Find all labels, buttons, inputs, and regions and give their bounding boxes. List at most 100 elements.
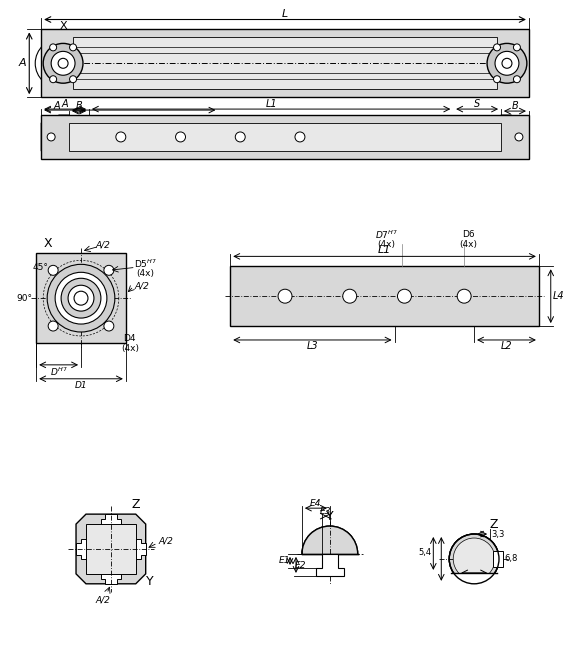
Ellipse shape [489, 44, 497, 51]
Circle shape [494, 76, 501, 83]
Text: A: A [62, 99, 69, 109]
Circle shape [43, 43, 83, 83]
Circle shape [116, 132, 126, 142]
Text: X: X [59, 21, 67, 31]
Text: E4: E4 [310, 498, 322, 508]
Ellipse shape [489, 76, 497, 83]
Polygon shape [133, 539, 146, 559]
Text: A/2: A/2 [134, 282, 149, 291]
Text: L3: L3 [307, 341, 318, 351]
Polygon shape [101, 571, 121, 584]
Circle shape [68, 285, 94, 311]
Text: (4x): (4x) [459, 240, 477, 249]
Circle shape [398, 289, 411, 303]
Circle shape [70, 44, 76, 51]
Polygon shape [86, 524, 136, 574]
Circle shape [104, 321, 114, 331]
Circle shape [495, 52, 519, 75]
Text: D1: D1 [74, 381, 87, 390]
Polygon shape [230, 266, 539, 326]
Text: D5$^{H7}$: D5$^{H7}$ [134, 257, 157, 270]
Polygon shape [449, 573, 499, 597]
Text: Y: Y [326, 510, 333, 522]
Circle shape [47, 133, 55, 141]
Text: (4x): (4x) [121, 345, 139, 353]
Text: E1: E1 [278, 557, 290, 565]
Text: L: L [282, 9, 288, 19]
Circle shape [48, 321, 58, 331]
Polygon shape [41, 29, 529, 97]
Circle shape [61, 278, 101, 318]
Text: $D7^{H7}$: $D7^{H7}$ [375, 228, 398, 241]
Circle shape [176, 132, 186, 142]
Polygon shape [36, 254, 126, 343]
Circle shape [449, 534, 499, 584]
Text: L2: L2 [501, 341, 512, 351]
Circle shape [47, 264, 115, 332]
Polygon shape [493, 551, 503, 567]
Text: S: S [474, 99, 480, 109]
Circle shape [457, 289, 471, 303]
Circle shape [295, 132, 305, 142]
Polygon shape [501, 115, 529, 159]
Circle shape [278, 289, 292, 303]
Text: Z: Z [490, 518, 498, 531]
Text: L1: L1 [378, 246, 391, 256]
Text: A/2: A/2 [95, 595, 111, 604]
Ellipse shape [73, 44, 81, 51]
Circle shape [343, 289, 357, 303]
Text: Y: Y [146, 575, 154, 588]
Polygon shape [76, 514, 146, 584]
Text: L4: L4 [553, 291, 565, 301]
Circle shape [449, 534, 499, 584]
Circle shape [55, 272, 107, 324]
Text: Z: Z [132, 498, 140, 510]
Circle shape [513, 76, 520, 83]
Text: B: B [512, 101, 519, 111]
Text: 5,4: 5,4 [419, 549, 432, 557]
Text: D4: D4 [123, 334, 136, 343]
Circle shape [487, 43, 527, 83]
Circle shape [104, 266, 114, 275]
Text: (4x): (4x) [137, 269, 155, 278]
Polygon shape [316, 554, 344, 576]
Text: L1: L1 [265, 99, 277, 109]
Polygon shape [69, 123, 501, 151]
Circle shape [494, 44, 501, 51]
Circle shape [49, 76, 56, 83]
Ellipse shape [73, 76, 81, 83]
Circle shape [70, 76, 76, 83]
Polygon shape [101, 514, 121, 527]
Polygon shape [76, 539, 89, 559]
Text: 90°: 90° [16, 294, 32, 302]
Circle shape [513, 44, 520, 51]
Circle shape [74, 291, 88, 305]
Polygon shape [73, 37, 497, 89]
Text: 3,3: 3,3 [491, 530, 505, 539]
Circle shape [48, 266, 58, 275]
Text: E3: E3 [320, 506, 332, 516]
Wedge shape [302, 526, 358, 554]
Text: 4,8: 4,8 [467, 576, 481, 585]
Polygon shape [41, 115, 529, 159]
Text: A: A [54, 101, 61, 111]
Text: A: A [19, 58, 26, 68]
Text: $D^{H7}$: $D^{H7}$ [49, 366, 68, 378]
Text: A/2: A/2 [95, 241, 111, 250]
Text: X: X [44, 237, 52, 250]
Circle shape [502, 58, 512, 68]
Text: 45°: 45° [32, 263, 48, 272]
Text: D6: D6 [462, 230, 474, 239]
Circle shape [58, 58, 68, 68]
Text: B: B [76, 101, 83, 111]
Circle shape [453, 538, 495, 580]
Circle shape [515, 133, 523, 141]
Text: A/2: A/2 [158, 537, 173, 545]
Circle shape [235, 132, 245, 142]
Circle shape [49, 44, 56, 51]
Text: (4x): (4x) [378, 240, 396, 249]
Text: E2: E2 [295, 561, 307, 571]
Circle shape [51, 52, 75, 75]
Polygon shape [41, 115, 69, 159]
Text: 6,8: 6,8 [504, 555, 517, 563]
